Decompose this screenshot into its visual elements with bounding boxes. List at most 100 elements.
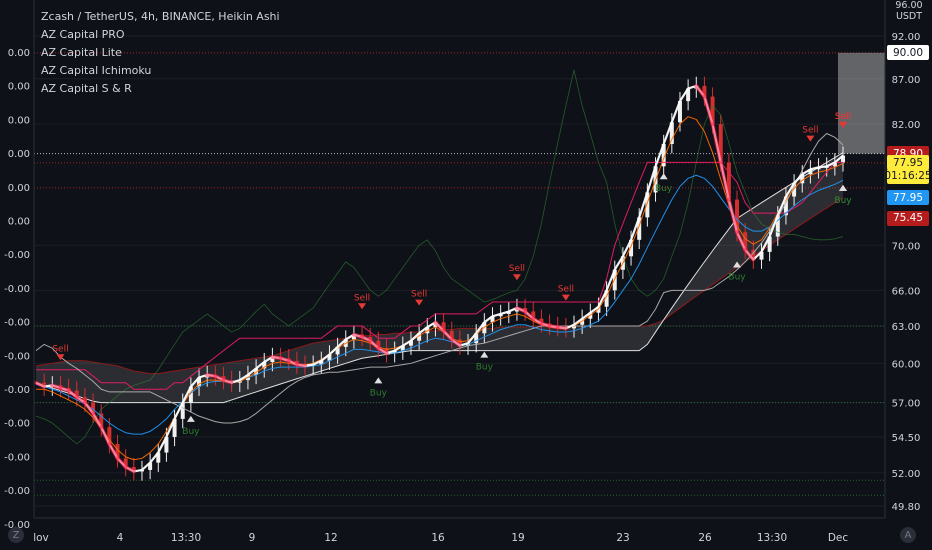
left-axis-tick: -0.00: [4, 452, 30, 463]
candle-body: [180, 402, 185, 419]
candle-body: [726, 162, 731, 200]
left-axis: 0.00 0.00 0.00 0.00 0.00 0.00 -0.00 -0.00 -0.00 -…: [4, 0, 35, 531]
sell-label: Sell: [354, 293, 370, 303]
candle-body: [775, 215, 780, 237]
span-b-line: [35, 152, 844, 404]
sell-arrow: [839, 121, 847, 128]
falling-segment: [735, 230, 748, 252]
candle-body: [792, 183, 797, 197]
candle-body: [400, 345, 405, 351]
sell-arrow: [358, 303, 367, 310]
projection-box: [838, 52, 885, 154]
sell-label: Sell: [509, 264, 525, 274]
candle-body: [351, 334, 356, 340]
candle-body: [156, 452, 161, 463]
right-axis-tick: 92.00: [892, 32, 921, 43]
top-price-partial: 96.00: [895, 0, 923, 11]
left-axis-tick: -0.00: [4, 351, 30, 362]
candle-body: [637, 217, 642, 240]
candle-body: [148, 462, 153, 470]
x-axis-tick: Dec: [828, 532, 849, 544]
time-axis[interactable]: lov 4 13:30 9 12 16 19 23 26 13:30 Dec: [33, 517, 885, 544]
cloud-area: [36, 152, 843, 403]
falling-segment: [743, 247, 756, 262]
buy-arrow: [659, 173, 668, 180]
buy-sell-signals: Sell Buy Sell Buy Sell Buy Sell Sell Buy Buy Sell S…: [52, 112, 852, 437]
candle-body: [751, 249, 756, 260]
indicator-line-3: [35, 133, 844, 424]
x-axis-tick: 4: [117, 532, 124, 544]
right-axis-tick: 52.00: [892, 469, 921, 480]
price-tag: 01:16:25: [884, 168, 932, 184]
buy-arrow: [374, 377, 383, 384]
candle-body: [441, 322, 446, 331]
buy-arrow: [839, 184, 847, 191]
left-axis-tick: -0.00: [4, 250, 30, 261]
candle-body: [417, 333, 422, 341]
buy-label: Buy: [728, 273, 746, 283]
candle-body: [539, 318, 544, 324]
buy-label: Buy: [655, 184, 673, 194]
left-axis-tick: 0.00: [8, 82, 30, 93]
price-tag: 77.95: [887, 155, 929, 171]
x-axis-tick: 13:30: [171, 532, 201, 544]
right-axis-tick: 54.50: [892, 433, 921, 444]
right-price-axis[interactable]: 49.80 52.00 54.50 57.00 60.00 63.00 66.00 70.00…: [884, 0, 921, 518]
sell-label: Sell: [835, 112, 851, 122]
ichimoku-cloud: [35, 152, 844, 404]
sell-arrow: [415, 299, 424, 306]
candle-body: [710, 96, 715, 125]
falling-segment: [694, 83, 707, 99]
falling-segment: [702, 94, 715, 127]
falling-segment: [376, 346, 389, 356]
candle-body: [490, 316, 495, 323]
candle-body: [841, 155, 845, 163]
candle-body: [743, 232, 748, 250]
left-axis-tick: 0.00: [8, 48, 30, 59]
auto-scale-button[interactable]: A: [900, 527, 916, 543]
candle-body: [669, 122, 674, 144]
falling-segment: [123, 465, 136, 474]
candle-body: [384, 348, 389, 354]
x-axis-tick: 12: [324, 532, 337, 544]
x-axis-tick: 9: [249, 532, 256, 544]
price-tag: 75.45: [887, 210, 929, 226]
candle-body: [164, 436, 169, 453]
left-axis-tick: -0.00: [4, 385, 30, 396]
sell-arrow: [561, 294, 570, 301]
indicator-lines: [34, 69, 844, 474]
left-axis-tick: -0.00: [4, 520, 30, 531]
indicator-line-4: [36, 161, 843, 390]
chart-legend: Zcash / TetherUS, 4h, BINANCE, Heikin As…: [41, 8, 280, 98]
sell-label: Sell: [558, 285, 574, 295]
falling-segment: [107, 441, 120, 461]
candle-body: [735, 199, 740, 233]
candle-body: [123, 458, 128, 468]
x-axis-tick: 19: [511, 532, 524, 544]
buy-arrow: [186, 415, 195, 422]
x-axis-tick: 23: [616, 532, 629, 544]
falling-segment: [718, 160, 731, 202]
falling-segment: [221, 378, 234, 385]
x-axis-tick: 16: [431, 532, 445, 544]
candle-body: [254, 368, 259, 375]
buy-label: Buy: [834, 196, 852, 206]
timezone-button[interactable]: Z: [8, 527, 24, 543]
candle-body: [498, 313, 503, 317]
indicator-pro[interactable]: AZ Capital PRO: [41, 28, 125, 41]
candle-body: [629, 239, 634, 257]
candle-body: [449, 330, 454, 340]
currency-unit: USDT: [895, 11, 923, 22]
candle-body: [677, 101, 682, 123]
candle-body: [457, 339, 462, 346]
right-axis-tick: 70.00: [892, 241, 921, 252]
indicator-ichimoku[interactable]: AZ Capital Ichimoku: [41, 64, 152, 77]
sell-label: Sell: [802, 126, 818, 136]
candle-body: [783, 196, 788, 216]
chart-title: Zcash / TetherUS, 4h, BINANCE, Heikin As…: [41, 10, 280, 23]
indicator-lite[interactable]: AZ Capital Lite: [41, 46, 122, 59]
indicator-sr[interactable]: AZ Capital S & R: [41, 82, 132, 95]
candle-body: [808, 169, 813, 175]
candle-body: [474, 333, 479, 344]
